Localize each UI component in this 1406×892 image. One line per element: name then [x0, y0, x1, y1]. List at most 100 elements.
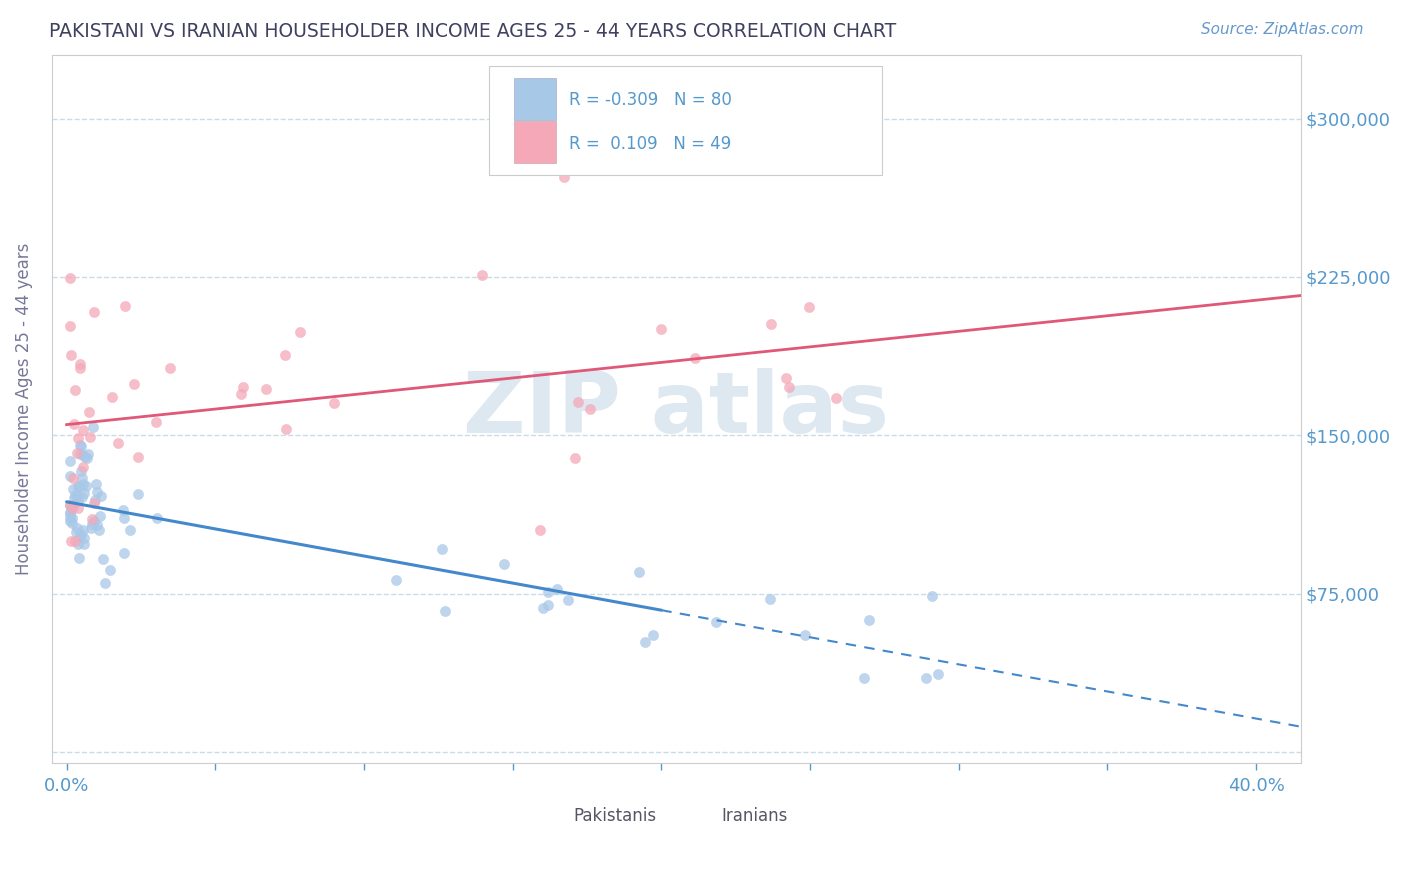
Point [60, 500, 83, 515]
Point [70, 439, 93, 453]
Point [107, 436, 129, 450]
Point [683, 351, 706, 365]
Point [59, 349, 82, 363]
Point [83, 496, 105, 510]
Point [69, 438, 91, 452]
Point [89, 509, 111, 524]
Point [73, 450, 96, 465]
Point [384, 573, 406, 587]
Point [65, 525, 87, 540]
Text: R = -0.309   N = 80: R = -0.309 N = 80 [569, 91, 731, 109]
Point [288, 325, 311, 339]
Point [63, 491, 86, 505]
Y-axis label: Householder Income Ages 25 - 44 years: Householder Income Ages 25 - 44 years [15, 243, 32, 575]
Point [59, 506, 82, 520]
Point [66, 537, 89, 551]
Point [62, 483, 84, 497]
Point [79, 521, 101, 535]
Point [58, 498, 80, 512]
Point [75, 479, 97, 493]
Text: PAKISTANI VS IRANIAN HOUSEHOLDER INCOME AGES 25 - 44 YEARS CORRELATION CHART: PAKISTANI VS IRANIAN HOUSEHOLDER INCOME … [49, 22, 897, 41]
Point [76, 450, 98, 465]
Point [775, 371, 797, 385]
Point [471, 268, 494, 283]
Point [58, 511, 80, 525]
Point [69, 529, 91, 543]
Point [531, 601, 554, 615]
Point [112, 511, 135, 525]
Point [797, 300, 820, 314]
Point [537, 584, 560, 599]
Point [564, 450, 586, 465]
Point [67, 480, 90, 494]
Point [73, 486, 96, 500]
Text: R =  0.109   N = 49: R = 0.109 N = 49 [569, 135, 731, 153]
Point [915, 672, 938, 686]
Point [112, 546, 135, 560]
Point [87, 524, 110, 538]
Point [122, 376, 145, 391]
Point [82, 516, 104, 531]
Point [72, 476, 94, 491]
Point [58, 453, 80, 467]
Text: ZIP atlas: ZIP atlas [463, 368, 889, 450]
Point [66, 431, 89, 445]
Point [94, 575, 117, 590]
Point [58, 468, 80, 483]
Point [159, 360, 181, 375]
Point [86, 485, 108, 500]
Point [634, 635, 657, 649]
Point [536, 598, 558, 612]
Point [98, 564, 121, 578]
Point [127, 487, 149, 501]
Point [72, 423, 94, 437]
Point [60, 510, 83, 524]
Point [127, 450, 149, 464]
Point [60, 516, 83, 531]
Point [274, 348, 297, 362]
Point [114, 299, 136, 313]
Point [111, 503, 134, 517]
Point [73, 537, 96, 551]
Point [58, 506, 80, 520]
Point [91, 552, 114, 566]
Point [706, 615, 728, 629]
Point [759, 317, 782, 331]
Point [72, 460, 94, 475]
Point [72, 448, 94, 462]
Point [70, 527, 93, 541]
FancyBboxPatch shape [513, 121, 557, 162]
Point [63, 488, 86, 502]
FancyBboxPatch shape [489, 66, 882, 176]
Point [63, 498, 86, 512]
Point [62, 471, 84, 485]
Point [72, 523, 94, 537]
Point [67, 551, 90, 566]
Point [276, 422, 298, 436]
Point [70, 471, 93, 485]
Point [628, 565, 651, 579]
Point [86, 517, 108, 532]
Text: Pakistanis: Pakistanis [574, 807, 657, 825]
Point [120, 523, 142, 537]
Point [69, 447, 91, 461]
Point [77, 447, 100, 461]
Point [73, 531, 96, 545]
Point [83, 514, 105, 528]
Point [58, 498, 80, 512]
Point [529, 523, 551, 537]
Point [67, 500, 90, 515]
Point [69, 357, 91, 371]
Text: Source: ZipAtlas.com: Source: ZipAtlas.com [1201, 22, 1364, 37]
Point [70, 491, 93, 505]
Point [641, 628, 664, 642]
Point [858, 613, 880, 627]
Point [232, 380, 254, 394]
Point [79, 430, 101, 444]
Point [553, 170, 575, 185]
Point [66, 489, 89, 503]
FancyBboxPatch shape [530, 800, 569, 835]
Point [59, 534, 82, 549]
Point [145, 415, 167, 429]
Point [66, 521, 89, 535]
